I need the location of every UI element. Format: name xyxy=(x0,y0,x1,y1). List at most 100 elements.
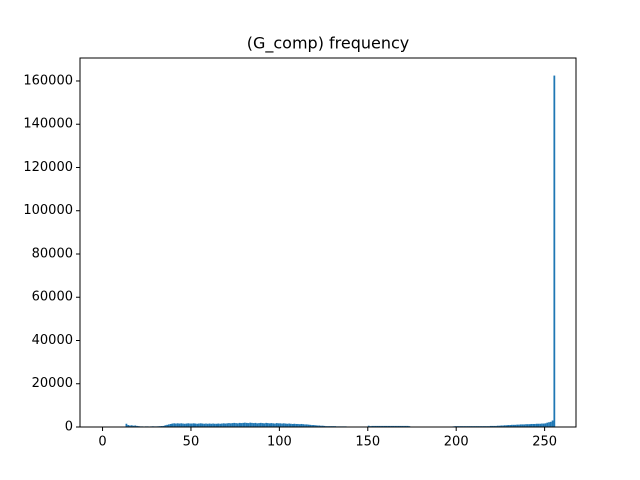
bar xyxy=(383,425,386,427)
bar xyxy=(321,425,324,427)
bar xyxy=(224,423,227,427)
bar xyxy=(129,425,131,427)
bar xyxy=(546,422,549,427)
bar xyxy=(282,423,285,427)
bar xyxy=(293,423,296,427)
bar xyxy=(199,423,202,427)
bar xyxy=(272,423,275,427)
bar xyxy=(229,423,232,427)
bar xyxy=(535,423,538,427)
bar xyxy=(270,423,273,427)
bar xyxy=(222,423,225,427)
bar xyxy=(401,425,404,427)
bar xyxy=(390,425,393,427)
bar xyxy=(132,425,135,427)
bar xyxy=(397,425,400,427)
bar xyxy=(404,425,407,427)
bar xyxy=(284,423,287,427)
bar xyxy=(171,423,174,427)
bar xyxy=(247,423,250,427)
bar xyxy=(242,422,245,427)
bar xyxy=(498,425,501,427)
bar xyxy=(502,425,504,427)
y-tick-label: 80000 xyxy=(32,246,73,261)
bar xyxy=(493,425,496,427)
bar xyxy=(376,425,379,427)
bar xyxy=(396,425,398,427)
bar xyxy=(374,425,377,427)
bar xyxy=(503,425,506,427)
bar xyxy=(236,423,239,427)
bar xyxy=(314,425,317,427)
bar xyxy=(256,423,259,427)
bar xyxy=(489,425,492,427)
bar xyxy=(263,423,266,427)
bar xyxy=(300,423,303,427)
bar xyxy=(180,423,183,427)
bar xyxy=(213,423,216,427)
y-tick-label: 40000 xyxy=(32,333,73,348)
bar xyxy=(221,423,223,427)
bar xyxy=(279,423,282,427)
bar xyxy=(219,423,222,427)
bar xyxy=(190,423,193,427)
bar xyxy=(185,423,188,427)
bar xyxy=(194,423,197,427)
y-tick-label: 60000 xyxy=(32,290,73,305)
x-tick-label: 150 xyxy=(355,435,380,450)
y-tick-label: 140000 xyxy=(23,117,73,132)
bar xyxy=(286,423,289,427)
bar xyxy=(311,425,313,427)
bar xyxy=(265,422,267,427)
bar xyxy=(541,423,543,427)
bar xyxy=(385,425,388,427)
bar xyxy=(245,422,248,427)
bar xyxy=(544,423,547,427)
bar xyxy=(297,423,299,427)
bar xyxy=(166,424,168,427)
bar xyxy=(259,422,262,427)
plot-area xyxy=(125,75,556,428)
bar xyxy=(526,424,529,427)
bar xyxy=(496,425,499,427)
y-tick-label: 0 xyxy=(65,420,73,435)
bar xyxy=(226,423,229,427)
bar xyxy=(164,425,167,427)
bar xyxy=(519,424,522,427)
bar xyxy=(542,423,545,427)
bar xyxy=(274,423,276,427)
bar xyxy=(173,423,176,427)
bar xyxy=(162,425,165,427)
bar xyxy=(394,425,397,427)
axes-frame xyxy=(79,57,577,428)
bar xyxy=(523,424,526,427)
bar xyxy=(281,423,283,427)
bar xyxy=(134,425,137,427)
bar xyxy=(371,425,374,427)
bar xyxy=(130,425,133,427)
bar xyxy=(367,425,370,427)
bar xyxy=(235,423,237,427)
bar xyxy=(532,423,535,427)
bar xyxy=(549,421,552,427)
bar xyxy=(136,425,138,427)
bar xyxy=(198,423,200,427)
bar xyxy=(212,423,214,427)
bar xyxy=(208,423,211,427)
bar xyxy=(167,424,170,427)
bar xyxy=(182,423,184,427)
bar xyxy=(228,423,230,427)
bar xyxy=(509,425,512,427)
bar xyxy=(244,422,246,427)
bar xyxy=(507,425,510,427)
bar xyxy=(196,423,199,427)
bar xyxy=(505,425,508,427)
bar xyxy=(277,423,280,427)
bar xyxy=(192,423,195,427)
bar xyxy=(534,423,536,427)
bar xyxy=(320,425,322,427)
x-tick-label: 100 xyxy=(267,435,292,450)
bar xyxy=(127,425,130,427)
bar xyxy=(238,422,241,427)
